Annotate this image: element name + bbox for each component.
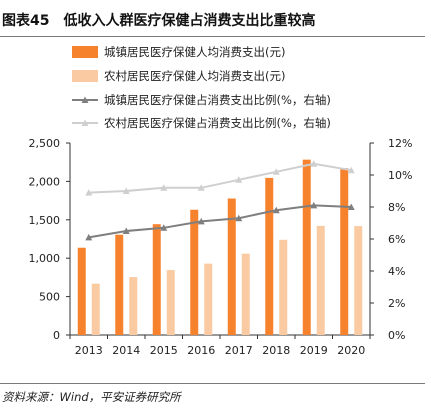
point-urban-share [310,201,318,209]
figure-number: 图表45 [2,13,50,29]
legend-marker-3 [81,96,89,103]
point-urban-share [347,203,355,210]
bar-rural [241,253,250,335]
x-axis-tick-label: 2019 [300,344,328,357]
point-rural-share [347,166,355,174]
bar-urban [302,159,311,335]
left-axis-tick-label: 2,000 [29,175,61,188]
point-rural-share [310,160,318,167]
line-urban-share [88,204,352,239]
right-axis-tick-label: 6% [388,233,405,246]
point-rural-share [122,187,130,194]
left-axis-tick-label: 1,000 [29,252,61,265]
point-rural-share [85,189,93,196]
bar-rural [279,239,288,335]
bar-rural [354,226,363,335]
bar-rural [316,225,325,335]
legend-label-3: 城镇居民医疗保健占消费支出比例(%，右轴) [104,93,331,107]
bar-urban [115,234,124,335]
legend-label-1: 城镇居民医疗保健人均消费支出(元) [104,45,285,59]
point-urban-share [122,227,130,234]
legend-marker-4 [81,119,89,126]
x-axis-tick-label: 2013 [75,344,103,357]
x-axis-tick-label: 2020 [337,344,365,357]
point-urban-share [85,233,93,241]
left-axis-tick-label: 0 [53,329,60,342]
x-axis-tick-label: 2017 [225,344,253,357]
point-rural-share [160,184,168,191]
right-axis-tick-label: 0% [388,329,405,342]
bar-urban [227,198,236,335]
bar-rural [91,283,100,335]
left-axis-tick-label: 500 [39,291,60,304]
chart-title: 图表45 低收入人群医疗保健占消费支出比重较高 [2,10,315,30]
figure-title: 低收入人群医疗保健占消费支出比重较高 [63,13,316,29]
legend-swatch-2 [72,70,98,82]
bar-urban [265,177,274,335]
legend-label-2: 农村居民医疗保健人均消费支出(元) [104,69,285,83]
point-urban-share [197,217,205,225]
right-axis-tick-label: 2% [388,297,405,310]
bar-rural [204,263,213,335]
chart-canvas: 城镇居民医疗保健人均消费支出(元) 农村居民医疗保健人均消费支出(元) 城镇居民医疗… [29,45,413,357]
legend-label-4: 农村居民医疗保健占消费支出比例(%，右轴) [104,116,331,130]
bar-rural [166,270,175,335]
point-rural-share [197,184,205,191]
x-axis-tick-label: 2015 [150,344,178,357]
bottom-divider [0,383,425,384]
left-axis-tick-label: 2,500 [29,137,61,150]
point-urban-share [235,214,243,222]
right-axis-tick-label: 10% [388,169,412,182]
top-divider [0,36,425,37]
bar-rural [129,277,138,335]
point-rural-share [272,168,280,175]
x-axis-tick-label: 2018 [262,344,290,357]
point-urban-share [272,206,280,214]
bar-urban [190,209,199,335]
point-urban-share [160,224,168,231]
bar-urban [340,168,349,335]
x-axis-tick-label: 2014 [112,344,140,357]
x-axis-tick-label: 2016 [187,344,215,357]
left-axis-tick-label: 1,500 [29,214,61,227]
right-axis-tick-label: 8% [388,201,405,214]
legend-swatch-1 [72,46,98,58]
right-axis-tick-label: 4% [388,265,405,278]
bar-urban [152,224,161,335]
right-axis-tick-label: 12% [388,137,412,150]
source-note: 资料来源：Wind，平安证券研究所 [2,390,181,404]
bar-urban [77,247,86,335]
point-rural-share [235,176,243,183]
line-rural-share [88,162,352,194]
